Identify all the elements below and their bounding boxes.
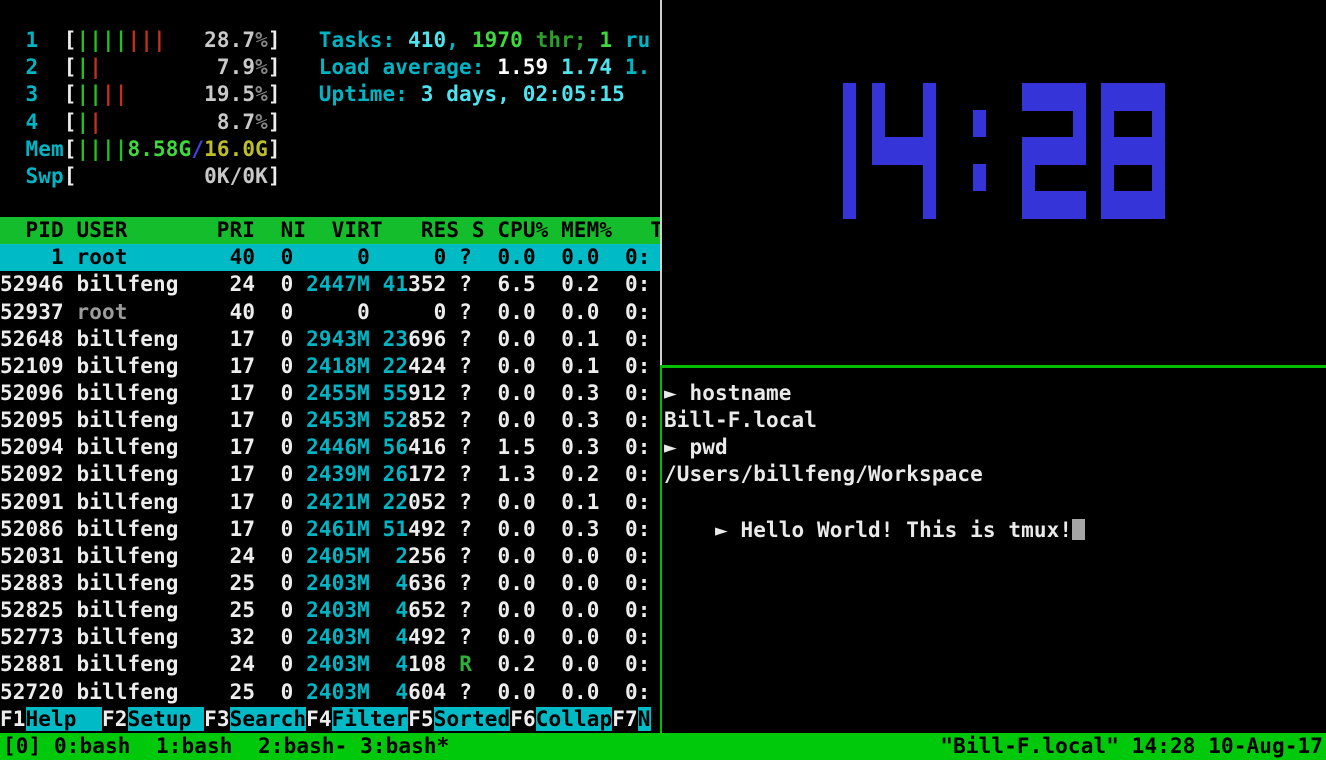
shell-line-input[interactable]: ► Hello World! This is tmux! <box>664 489 1085 542</box>
uptime-line: Uptime: 3 days, 02:05:15 <box>318 82 625 107</box>
fkey-f7[interactable]: F7N <box>612 706 651 731</box>
pane-border-horizontal <box>659 365 1326 368</box>
process-row[interactable]: 52109 billfeng 17 0 2418M 22424 ? 0.0 0.… <box>0 353 651 378</box>
process-row[interactable]: 52825 billfeng 25 0 2403M 4652 ? 0.0 0.0… <box>0 598 651 623</box>
cpu-meter-2: 2 [|| 7.9%] <box>0 55 281 80</box>
process-row[interactable]: 1 root 40 0 0 0 ? 0.0 0.0 0: <box>0 244 660 272</box>
shell-line-output-pwd: /Users/billfeng/Workspace <box>664 462 983 487</box>
tmux-status-right: "Bill-F.local" 14:28 10-Aug-17 <box>940 733 1323 758</box>
shell-input-text: ► Hello World! This is tmux! <box>715 517 1073 542</box>
process-row[interactable]: 52092 billfeng 17 0 2439M 26172 ? 1.3 0.… <box>0 462 651 487</box>
process-row[interactable]: 52883 billfeng 25 0 2403M 4636 ? 0.0 0.0… <box>0 571 651 595</box>
shell-line-output-hostname: Bill-F.local <box>664 408 818 433</box>
process-row[interactable]: 52773 billfeng 32 0 2403M 4492 ? 0.0 0.0… <box>0 625 651 650</box>
memory-meter: Mem[||||8.58G/16.0G] <box>0 136 281 161</box>
fkey-f4[interactable]: F4Filter <box>306 706 409 731</box>
tasks-line: Tasks: 410, 1970 thr; 1 ru <box>318 28 651 53</box>
text-cursor <box>1072 518 1085 540</box>
shell-line-command-hostname: ► hostname <box>664 381 792 405</box>
process-row[interactable]: 52095 billfeng 17 0 2453M 52852 ? 0.0 0.… <box>0 408 651 433</box>
process-table-header[interactable]: PID USER PRI NI VIRT RES S CPU% MEM% T <box>0 217 663 245</box>
process-row[interactable]: 52094 billfeng 17 0 2446M 56416 ? 1.5 0.… <box>0 435 651 460</box>
process-row[interactable]: 52648 billfeng 17 0 2943M 23696 ? 0.0 0.… <box>0 326 651 351</box>
pane-border-vertical-bottom <box>659 366 662 733</box>
fkey-f5[interactable]: F5Sorted <box>408 706 511 731</box>
fkey-f1[interactable]: F1Help <box>0 706 103 731</box>
tmux-status-bar: [0] 0:bash 1:bash 2:bash- 3:bash* "Bill-… <box>0 732 1326 760</box>
swap-meter: Swp[ 0K/0K] <box>0 163 281 188</box>
process-row[interactable]: 52086 billfeng 17 0 2461M 51492 ? 0.0 0.… <box>0 516 651 541</box>
pane-border-vertical-top <box>659 0 662 366</box>
fkey-f6[interactable]: F6Collap <box>510 706 613 731</box>
process-row[interactable]: 52881 billfeng 24 0 2403M 4108 R 0.2 0.0… <box>0 652 651 677</box>
process-row[interactable]: 52937 root 40 0 0 0 ? 0.0 0.0 0: <box>0 299 651 324</box>
process-row[interactable]: 52091 billfeng 17 0 2421M 22052 ? 0.0 0.… <box>0 489 651 514</box>
cpu-meter-4: 4 [|| 8.7%] <box>0 109 281 134</box>
fkey-bar: F1Help F2Setup F3SearchF4FilterF5SortedF… <box>0 706 651 733</box>
process-row[interactable]: 52096 billfeng 17 0 2455M 55912 ? 0.0 0.… <box>0 381 651 405</box>
cpu-meter-3: 3 [|||| 19.5%] <box>0 82 281 107</box>
process-row[interactable]: 52946 billfeng 24 0 2447M 41352 ? 6.5 0.… <box>0 272 651 297</box>
shell-line-command-pwd: ► pwd <box>664 435 728 460</box>
fkey-f2[interactable]: F2Setup <box>102 706 205 731</box>
process-row[interactable]: 52720 billfeng 25 0 2403M 4604 ? 0.0 0.0… <box>0 679 651 704</box>
load-average-line: Load average: 1.59 1.74 1. <box>318 55 651 80</box>
process-row[interactable]: 52031 billfeng 24 0 2405M 2256 ? 0.0 0.0… <box>0 543 651 568</box>
cpu-meter-1: 1 [||||||| 28.7%] <box>0 28 281 53</box>
tmux-window-list[interactable]: [0] 0:bash 1:bash 2:bash- 3:bash* <box>3 733 450 758</box>
fkey-f3[interactable]: F3Search <box>204 706 307 731</box>
